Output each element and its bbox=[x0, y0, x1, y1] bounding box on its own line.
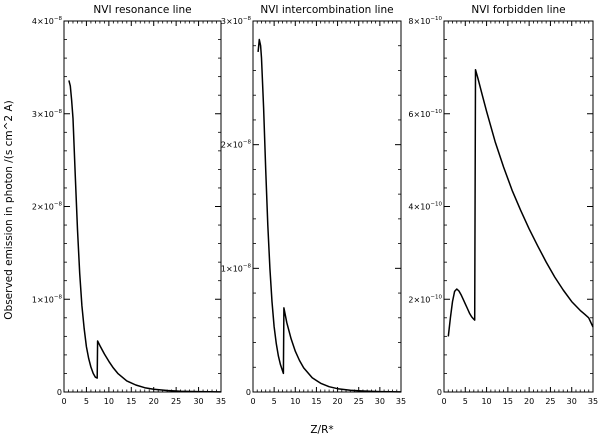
shared-x-axis-label: Z/R* bbox=[310, 424, 333, 436]
y-tick-label: 6×10−10 bbox=[408, 109, 442, 119]
x-tick-label: 35 bbox=[396, 397, 406, 406]
y-tick-label: 4×10−8 bbox=[32, 16, 63, 26]
plot-frame bbox=[252, 20, 402, 393]
chart-panel-1: NVI resonance line 0 5 10 15 20 25 30 35 0 1×10−8 2… bbox=[32, 4, 226, 406]
chart-panel-3: NVI forbidden line 0 5 10 15 20 25 30 35 0 2×10−10… bbox=[408, 4, 598, 406]
x-tick-label: 35 bbox=[588, 397, 598, 406]
x-tick-label: 0 bbox=[441, 397, 446, 406]
x-tick-label: 5 bbox=[463, 397, 468, 406]
shared-y-axis-label: Observed emission in photon /(s cm^2 A) bbox=[3, 100, 15, 319]
chart-panel-2: NVI intercombination line 0 5 10 15 20 25 30 35 0… bbox=[221, 4, 406, 406]
x-tick-label: 30 bbox=[567, 397, 577, 406]
y-tick-label: 3×10−8 bbox=[221, 16, 252, 26]
x-tick-label: 0 bbox=[61, 397, 66, 406]
y-tick-label: 2×10−10 bbox=[408, 294, 442, 304]
x-tick-label: 30 bbox=[375, 397, 385, 406]
x-tick-label: 15 bbox=[311, 397, 321, 406]
x-tick-label: 20 bbox=[332, 397, 342, 406]
x-tick-label: 25 bbox=[354, 397, 364, 406]
x-tick-label: 30 bbox=[193, 397, 203, 406]
y-tick-label: 3×10−8 bbox=[32, 109, 63, 119]
y-tick-label: 4×10−10 bbox=[408, 202, 442, 212]
x-tick-label: 25 bbox=[171, 397, 181, 406]
y-tick-label: 1×10−8 bbox=[221, 263, 252, 273]
panel-title: NVI resonance line bbox=[93, 4, 191, 16]
x-tick-label: 0 bbox=[250, 397, 255, 406]
y-tick-label: 0 bbox=[57, 388, 62, 397]
series-line-1 bbox=[447, 68, 594, 337]
x-tick-label: 10 bbox=[104, 397, 114, 406]
y-tick-label: 2×10−8 bbox=[32, 202, 63, 212]
y-tick-label: 0 bbox=[246, 388, 251, 397]
x-tick-label: 15 bbox=[503, 397, 513, 406]
x-tick-label: 5 bbox=[84, 397, 89, 406]
y-tick-label: 8×10−10 bbox=[408, 16, 442, 26]
series-line-1 bbox=[257, 38, 402, 393]
y-tick-label: 0 bbox=[437, 388, 442, 397]
y-tick-label: 1×10−8 bbox=[32, 294, 63, 304]
panel-title: NVI intercombination line bbox=[260, 4, 393, 16]
x-tick-label: 20 bbox=[149, 397, 159, 406]
y-tick-label: 2×10−8 bbox=[221, 140, 252, 150]
x-tick-label: 10 bbox=[481, 397, 491, 406]
x-tick-label: 25 bbox=[545, 397, 555, 406]
plot-frame bbox=[63, 20, 222, 393]
panel-title: NVI forbidden line bbox=[471, 4, 565, 16]
x-tick-label: 10 bbox=[290, 397, 300, 406]
x-tick-label: 35 bbox=[216, 397, 226, 406]
x-tick-label: 20 bbox=[524, 397, 534, 406]
series-line-1 bbox=[68, 80, 222, 393]
x-tick-label: 15 bbox=[126, 397, 136, 406]
x-tick-label: 5 bbox=[272, 397, 277, 406]
